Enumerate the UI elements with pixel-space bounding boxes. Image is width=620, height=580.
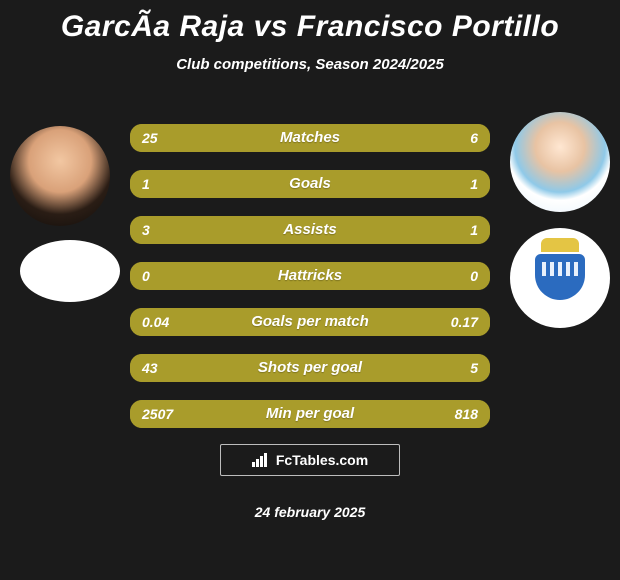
stat-label: Hattricks xyxy=(130,262,490,290)
stat-right-value: 5 xyxy=(470,354,478,382)
stat-row-assists: 3 Assists 1 xyxy=(130,216,490,244)
stat-label: Min per goal xyxy=(130,400,490,428)
stat-label: Goals per match xyxy=(130,308,490,336)
stat-label: Matches xyxy=(130,124,490,152)
stat-right-value: 0.17 xyxy=(451,308,478,336)
club-right-shield-shape xyxy=(535,254,585,300)
stat-right-value: 818 xyxy=(455,400,478,428)
stat-right-value: 1 xyxy=(470,170,478,198)
footer-brand-tag: FcTables.com xyxy=(220,444,400,476)
player-left-avatar xyxy=(10,126,110,226)
stat-row-shots-per-goal: 43 Shots per goal 5 xyxy=(130,354,490,382)
stat-row-goals-per-match: 0.04 Goals per match 0.17 xyxy=(130,308,490,336)
stat-label: Assists xyxy=(130,216,490,244)
player-right-avatar xyxy=(510,112,610,212)
club-right-stripes-shape xyxy=(542,262,578,276)
stat-bars: 25 Matches 6 1 Goals 1 3 Assists 1 0 Hat… xyxy=(130,124,490,446)
stat-row-min-per-goal: 2507 Min per goal 818 xyxy=(130,400,490,428)
footer-brand-text: FcTables.com xyxy=(276,452,368,468)
chart-bars-icon xyxy=(252,453,270,467)
club-right-logo xyxy=(510,228,610,328)
stat-right-value: 1 xyxy=(470,216,478,244)
stat-right-value: 0 xyxy=(470,262,478,290)
footer-date: 24 february 2025 xyxy=(0,504,620,520)
stat-right-value: 6 xyxy=(470,124,478,152)
club-left-logo xyxy=(20,240,120,302)
stat-row-hattricks: 0 Hattricks 0 xyxy=(130,262,490,290)
stat-row-goals: 1 Goals 1 xyxy=(130,170,490,198)
page-subtitle: Club competitions, Season 2024/2025 xyxy=(0,56,620,73)
stat-label: Shots per goal xyxy=(130,354,490,382)
club-right-crown-shape xyxy=(541,238,579,252)
stat-row-matches: 25 Matches 6 xyxy=(130,124,490,152)
stat-label: Goals xyxy=(130,170,490,198)
page-title: GarcÃ­a Raja vs Francisco Portillo xyxy=(0,0,620,44)
